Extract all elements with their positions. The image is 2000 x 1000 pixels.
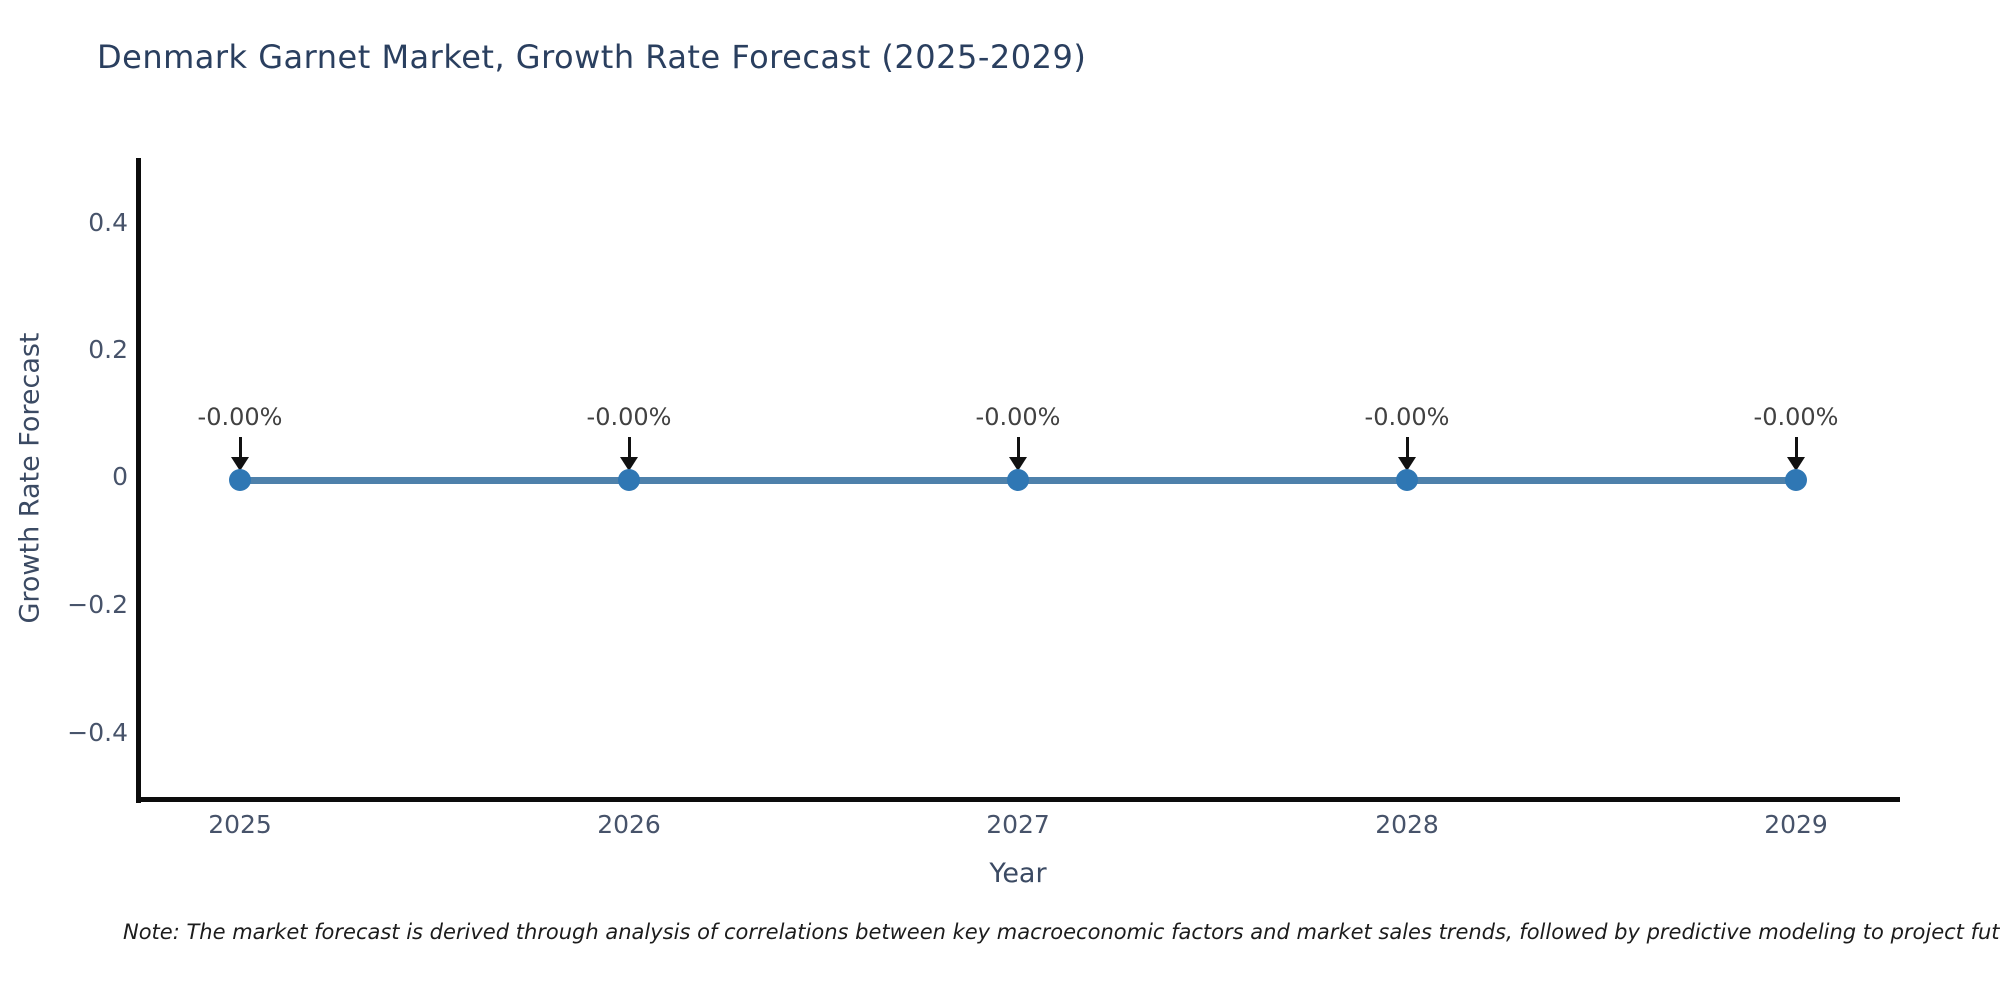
- annotation-label: -0.00%: [197, 403, 283, 431]
- annotation-arrow-shaft: [1795, 437, 1798, 459]
- x-tick-label: 2027: [986, 810, 1050, 839]
- data-point-marker: [229, 469, 251, 491]
- annotation-arrow-head-icon: [231, 457, 249, 471]
- y-tick-label: −0.4: [67, 718, 128, 747]
- x-tick-label: 2029: [1764, 810, 1828, 839]
- annotation-label: -0.00%: [586, 403, 672, 431]
- data-point-marker: [618, 469, 640, 491]
- x-tick-label: 2028: [1375, 810, 1439, 839]
- y-tick-label: 0: [112, 462, 128, 491]
- annotation-arrow-head-icon: [1787, 457, 1805, 471]
- footnote: Note: The market forecast is derived thr…: [123, 920, 2000, 944]
- y-tick-label: 0.2: [88, 335, 128, 364]
- x-axis-line: [136, 797, 1900, 802]
- annotation-arrow-head-icon: [620, 457, 638, 471]
- annotation-arrow-shaft: [628, 437, 631, 459]
- annotation-label: -0.00%: [1753, 403, 1839, 431]
- data-point-marker: [1007, 469, 1029, 491]
- annotation-label: -0.00%: [975, 403, 1061, 431]
- y-axis-line: [136, 158, 141, 803]
- y-tick-label: 0.4: [88, 208, 128, 237]
- annotation-arrow-shaft: [1406, 437, 1409, 459]
- annotation-arrow-shaft: [1017, 437, 1020, 459]
- data-point-marker: [1396, 469, 1418, 491]
- y-tick-label: −0.2: [67, 590, 128, 619]
- x-tick-label: 2025: [208, 810, 272, 839]
- annotation-label: -0.00%: [1364, 403, 1450, 431]
- annotation-arrow-head-icon: [1398, 457, 1416, 471]
- data-point-marker: [1785, 469, 1807, 491]
- x-tick-label: 2026: [597, 810, 661, 839]
- x-axis-title: Year: [989, 858, 1047, 889]
- annotation-arrow-head-icon: [1009, 457, 1027, 471]
- annotation-arrow-shaft: [239, 437, 242, 459]
- chart-title: Denmark Garnet Market, Growth Rate Forec…: [97, 38, 1087, 76]
